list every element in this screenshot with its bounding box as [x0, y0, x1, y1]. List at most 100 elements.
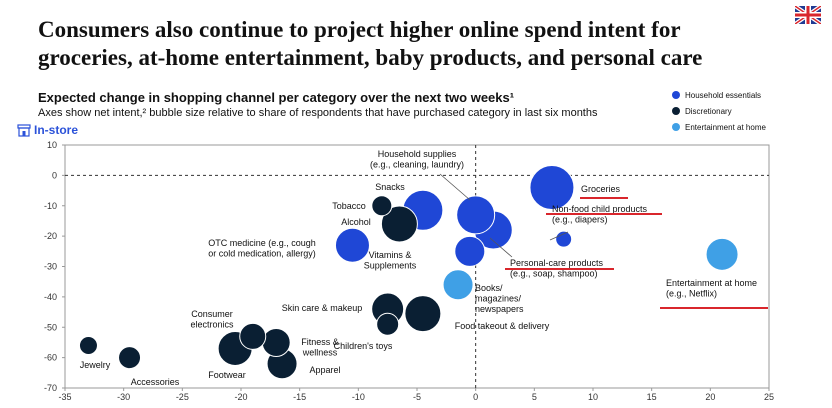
bubble-label-line: Accessories — [131, 377, 180, 387]
bubble-label: Skin care & makeup — [282, 303, 363, 313]
bubble-childrens — [376, 312, 400, 336]
bubble-alcohol — [380, 205, 418, 243]
bubble-vitamins — [454, 235, 486, 267]
x-tick-label: -30 — [117, 392, 130, 402]
y-tick-label: -20 — [44, 231, 57, 241]
bubble-label: Books/magazines/newspapers — [475, 283, 524, 314]
bubble-fitness — [261, 327, 291, 357]
x-tick-label: -35 — [58, 392, 71, 402]
y-tick-label: -40 — [44, 292, 57, 302]
y-tick-label: -60 — [44, 353, 57, 363]
bubble-label: Non-food child products (e.g., diapers) — [552, 204, 648, 225]
bubble-label-line: Personal-care products — [510, 258, 604, 268]
bubble-food — [404, 295, 442, 333]
x-tick-label: -5 — [413, 392, 421, 402]
bubble-label-line: Books/ — [475, 283, 503, 293]
bubble-label: Alcohol — [341, 217, 371, 227]
chart-subtitle: Expected change in shopping channel per … — [38, 90, 515, 105]
bubble-label-line: Consumer — [191, 309, 233, 319]
bubble-label: Fitness & wellness — [301, 337, 339, 358]
y-tick-label: -10 — [44, 201, 57, 211]
uk-flag-icon[interactable] — [795, 6, 821, 24]
legend-dot-icon — [672, 123, 680, 131]
bubble-label: Tobacco — [332, 201, 366, 211]
bubble-label-line: (e.g., Netflix) — [666, 289, 717, 299]
bubble-nonfood — [555, 230, 573, 248]
legend: Household essentials Discretionary Enter… — [672, 88, 766, 136]
y-tick-label: 10 — [47, 140, 57, 150]
chart-note: Axes show net intent,² bubble size relat… — [38, 107, 598, 119]
x-tick-label: 20 — [705, 392, 715, 402]
bubble-label-line: Entertainment at home — [666, 278, 757, 288]
bubble-consumer — [239, 322, 267, 350]
bubble-label: Groceries — [581, 184, 621, 194]
bubble-label-line: Children's toys — [334, 341, 393, 351]
y-tick-label: 0 — [52, 170, 57, 180]
bubble-tobacco — [371, 195, 393, 217]
legend-dot-icon — [672, 91, 680, 99]
bubble-label-line: Fitness & — [301, 337, 339, 347]
bubble-label-line: wellness — [302, 348, 338, 358]
legend-dot-icon — [672, 107, 680, 115]
bubble-accessories — [118, 346, 142, 370]
bubble-label: Food takeout & delivery — [455, 321, 550, 331]
bubble-label-line: Household supplies — [378, 149, 457, 159]
bubble-label-line: Groceries — [581, 184, 621, 194]
bubble-groceries — [529, 165, 575, 211]
x-tick-label: -20 — [234, 392, 247, 402]
bubble-label-line: newspapers — [475, 304, 524, 314]
bubble-label-line: electronics — [190, 320, 234, 330]
legend-item-entertainment: Entertainment at home — [672, 120, 766, 134]
bubble-label-line: Vitamins & — [369, 250, 412, 260]
chart-axes: -35 -30 -25 -20 -15 -10 -5 0 5 10 15 20 25100-10-20-… — [44, 140, 774, 402]
store-icon — [17, 123, 31, 137]
bubble-entertainment — [705, 237, 739, 271]
bubble-label-line: or cold medication, allergy) — [208, 249, 316, 259]
y-tick-label: -50 — [44, 322, 57, 332]
bubble-jewelry — [78, 335, 98, 355]
headline-line-2: groceries, at-home entertainment, baby p… — [38, 45, 703, 70]
legend-label: Entertainment at home — [685, 122, 766, 132]
bubble-label: Footwear — [208, 370, 246, 380]
bubble-label-line: Alcohol — [341, 217, 371, 227]
bubble-label-line: (e.g., cleaning, laundry) — [370, 160, 464, 170]
leader-line — [439, 173, 471, 201]
bubble-books — [442, 269, 474, 301]
bubble-label-line: (e.g., diapers) — [552, 215, 608, 225]
bubble-label-line: Tobacco — [332, 201, 366, 211]
bubble-label: Children's toys — [334, 341, 393, 351]
legend-label: Household essentials — [685, 90, 762, 100]
x-tick-label: -15 — [293, 392, 306, 402]
bubble-label-line: (e.g., soap, shampoo) — [510, 269, 598, 279]
x-tick-label: 5 — [532, 392, 537, 402]
legend-item-household: Household essentials — [672, 88, 766, 102]
bubble-household — [456, 195, 496, 235]
bubble-label: Apparel — [309, 365, 340, 375]
bubble-label-line: OTC medicine (e.g., cough — [208, 238, 316, 248]
bubble-label-line: Non-food child products — [552, 204, 648, 214]
leader-line — [489, 237, 513, 258]
bubble-label-line: Skin care & makeup — [282, 303, 363, 313]
bubble-label: Entertainment at home (e.g., Netflix) — [666, 278, 757, 299]
bubble-label: Personal-care products (e.g., soap, shamp… — [510, 258, 604, 279]
headline: Consumers also continue to project highe… — [38, 16, 808, 72]
bubble-label: Vitamins & Supplements — [364, 250, 417, 271]
x-tick-label: -10 — [352, 392, 365, 402]
bubble-label-line: Snacks — [375, 182, 405, 192]
bubble-label: Consumer electronics — [190, 309, 234, 330]
x-tick-label: 0 — [473, 392, 478, 402]
x-tick-label: -25 — [176, 392, 189, 402]
bubble-otc — [334, 227, 370, 263]
x-tick-label: 15 — [647, 392, 657, 402]
bubble-label: Accessories — [131, 377, 180, 387]
x-tick-label: 25 — [764, 392, 774, 402]
y-tick-label: -30 — [44, 262, 57, 272]
bubble-label-line: Jewelry — [80, 360, 111, 370]
y-tick-label: -70 — [44, 383, 57, 393]
x-tick-label: 10 — [588, 392, 598, 402]
bubble-label-line: Food takeout & delivery — [455, 321, 550, 331]
bubble-label: Snacks — [375, 182, 405, 192]
plot-frame — [64, 144, 770, 389]
leader-line — [549, 231, 569, 241]
